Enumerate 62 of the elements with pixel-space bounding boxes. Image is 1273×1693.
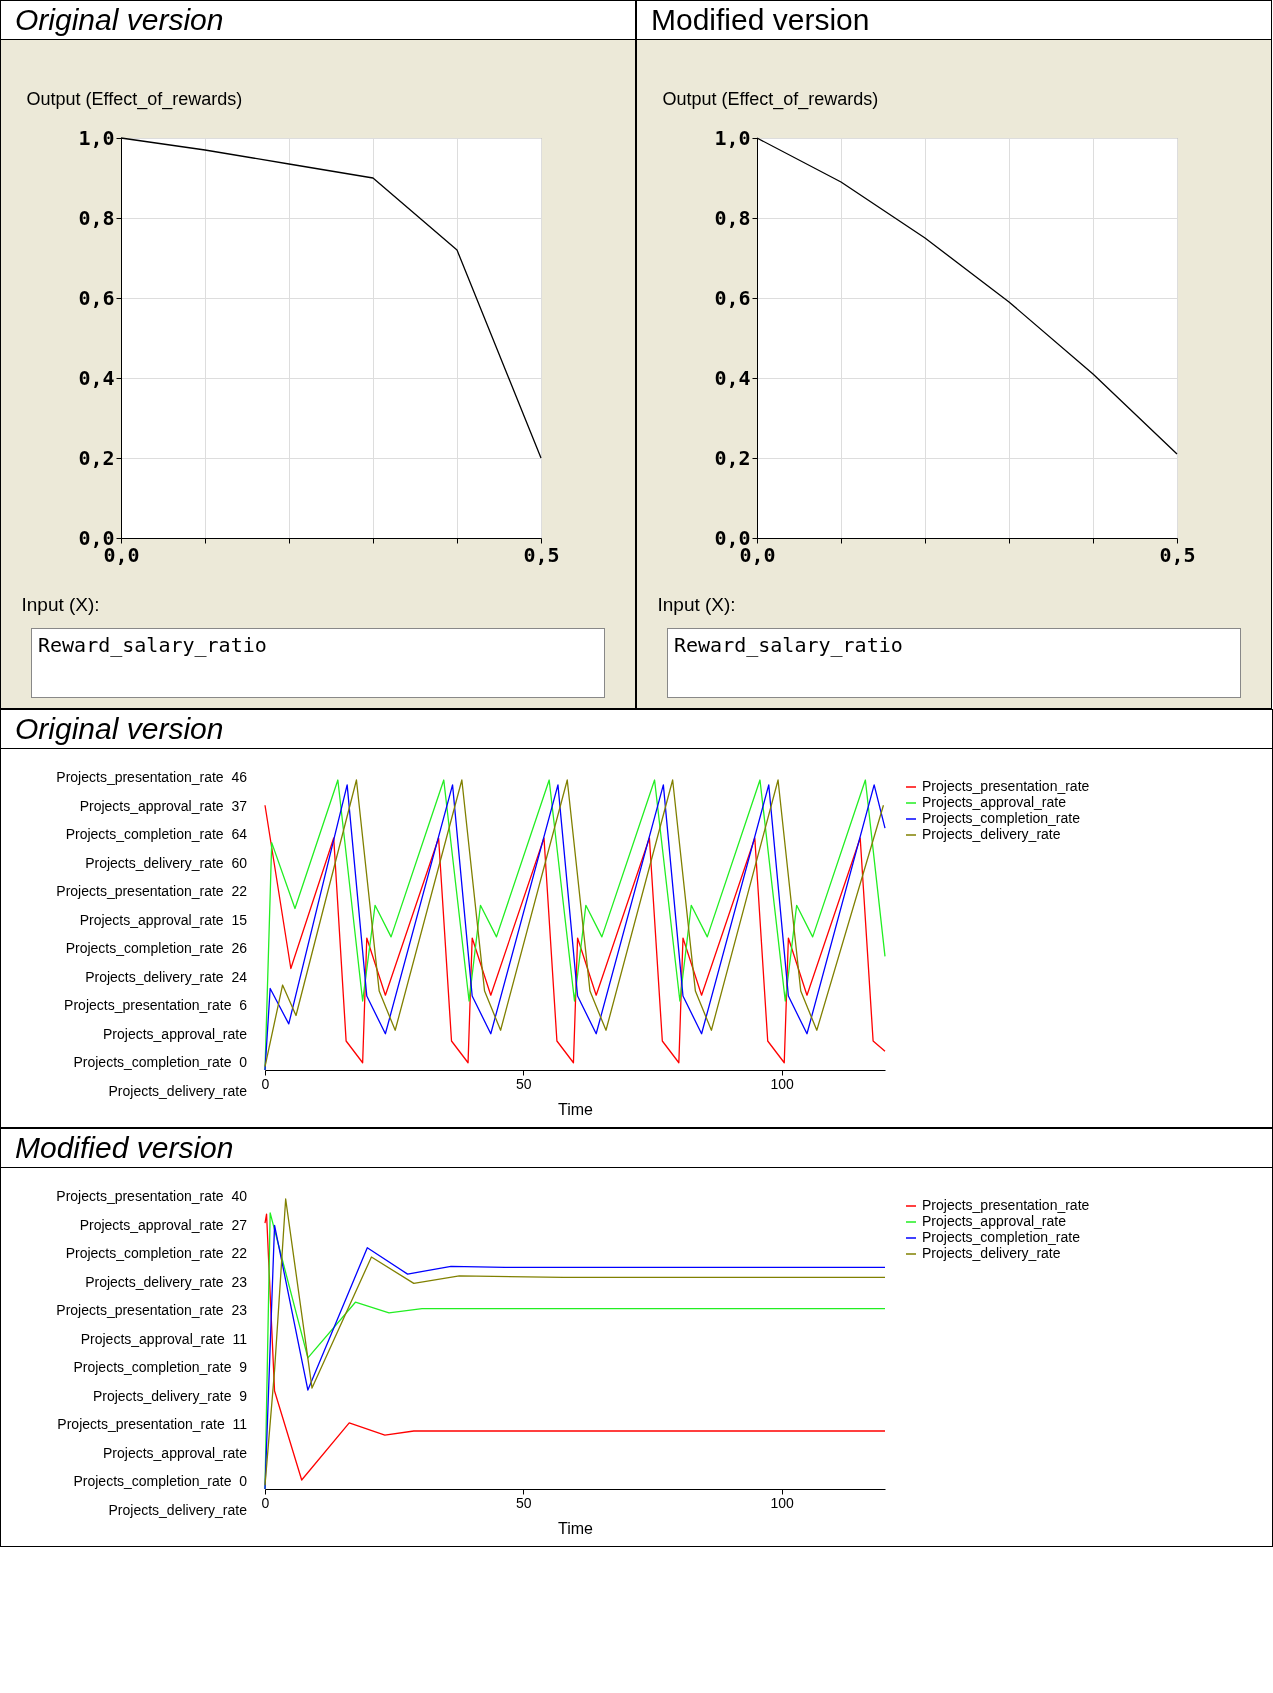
text: Projects_approval_rate 15: [79, 911, 247, 928]
text: Projects_delivery_rate 24: [85, 968, 247, 985]
y-tick-label: 0,8: [78, 205, 115, 230]
y-axis-title: Output (Effect_of_rewards): [26, 88, 243, 110]
text: Projects_delivery_rate 60: [85, 854, 247, 871]
text: Projects_approval_rate: [103, 1025, 247, 1042]
y-axis-title: Output (Effect_of_rewards): [662, 88, 879, 110]
text: Projects_presentation_rate 22: [56, 883, 247, 900]
legend-label: Projects_completion_rate: [922, 1229, 1081, 1245]
x-tick-label: 0: [261, 1494, 270, 1511]
y-tick-label: 0,4: [714, 365, 751, 390]
y-tick-label: 0,6: [714, 285, 751, 310]
text: Projects_completion_rate 22: [65, 1245, 247, 1262]
text: Projects_approval_rate 11: [80, 1330, 247, 1347]
text: Projects_completion_rate 26: [65, 940, 247, 957]
y-tick-label: 0,8: [714, 205, 751, 230]
legend-label: Projects_delivery_rate: [922, 1245, 1061, 1261]
y-tick-label: 1,0: [714, 125, 751, 150]
y-tick-label: 0,4: [78, 365, 115, 390]
text: Projects_completion_rate 64: [65, 826, 247, 843]
x-tick-label: 50: [516, 1494, 532, 1511]
text: Projects_completion_rate 9: [73, 1359, 247, 1376]
text: Projects_delivery_rate 23: [85, 1273, 247, 1290]
x-axis-title: Time: [558, 1519, 594, 1537]
x-tick-label: 0: [261, 1075, 270, 1092]
text: Projects_approval_rate 37: [79, 797, 247, 814]
legend-label: Projects_presentation_rate: [922, 1197, 1090, 1213]
text: Projects_approval_rate: [103, 1444, 247, 1461]
legend-label: Projects_delivery_rate: [922, 826, 1061, 842]
legend-label: Projects_approval_rate: [922, 794, 1067, 810]
x-tick-label: 50: [516, 1075, 532, 1092]
y-tick-label: 0,6: [78, 285, 115, 310]
x-tick-label: 100: [770, 1075, 795, 1092]
legend-label: Projects_approval_rate: [922, 1213, 1067, 1229]
text: Projects_presentation_rate 23: [56, 1302, 247, 1319]
x-axis-title: Input (X):: [21, 593, 100, 615]
chart-title: Modified version: [637, 1, 1271, 40]
x-tick-label: 100: [770, 1494, 795, 1511]
legend-label: Projects_completion_rate: [922, 810, 1081, 826]
text: Reward_salary_ratio: [667, 628, 1241, 698]
x-tick-label: 0,5: [1159, 542, 1196, 567]
text: Projects_completion_rate 0: [73, 1473, 247, 1490]
chart-title: Original version: [1, 710, 1272, 749]
text: Reward_salary_ratio: [31, 628, 605, 698]
y-tick-label: 0,2: [714, 445, 751, 470]
x-tick-label: 0,5: [523, 542, 560, 567]
text: Projects_presentation_rate 46: [56, 769, 247, 785]
text: Projects_delivery_rate: [108, 1082, 247, 1099]
x-axis-title: Time: [558, 1100, 594, 1118]
text: Projects_delivery_rate: [108, 1501, 247, 1518]
text: Projects_completion_rate 0: [73, 1054, 247, 1071]
text: Projects_presentation_rate 11: [57, 1416, 247, 1433]
y-tick-label: 1,0: [78, 125, 115, 150]
chart-title: Original version: [1, 1, 635, 40]
text: Projects_delivery_rate 9: [92, 1387, 247, 1404]
legend-label: Projects_presentation_rate: [922, 778, 1090, 794]
chart-title: Modified version: [1, 1129, 1272, 1168]
text: Projects_presentation_rate 40: [56, 1188, 247, 1204]
y-tick-label: 0,2: [78, 445, 115, 470]
text: Projects_presentation_rate 6: [64, 997, 247, 1014]
x-axis-title: Input (X):: [657, 593, 736, 615]
text: Projects_approval_rate 27: [79, 1216, 247, 1233]
